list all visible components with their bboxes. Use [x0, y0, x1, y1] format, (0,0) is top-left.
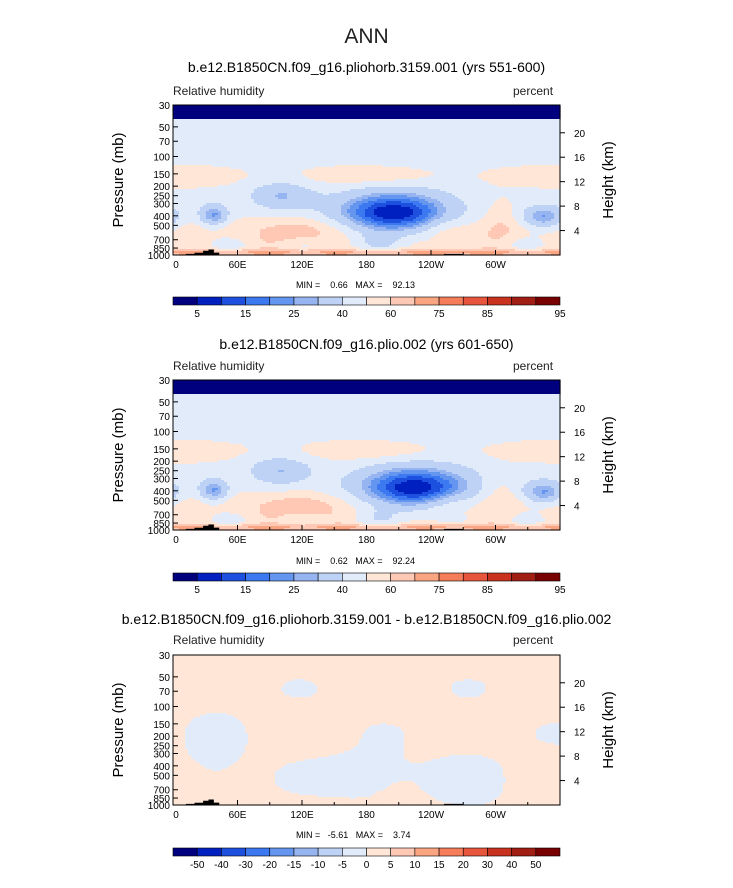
figure-canvas: 3050701001502002503004005007008501000201… — [0, 0, 733, 888]
panel-1-plot: 3050701001502002503004005007008501000201… — [110, 101, 617, 271]
